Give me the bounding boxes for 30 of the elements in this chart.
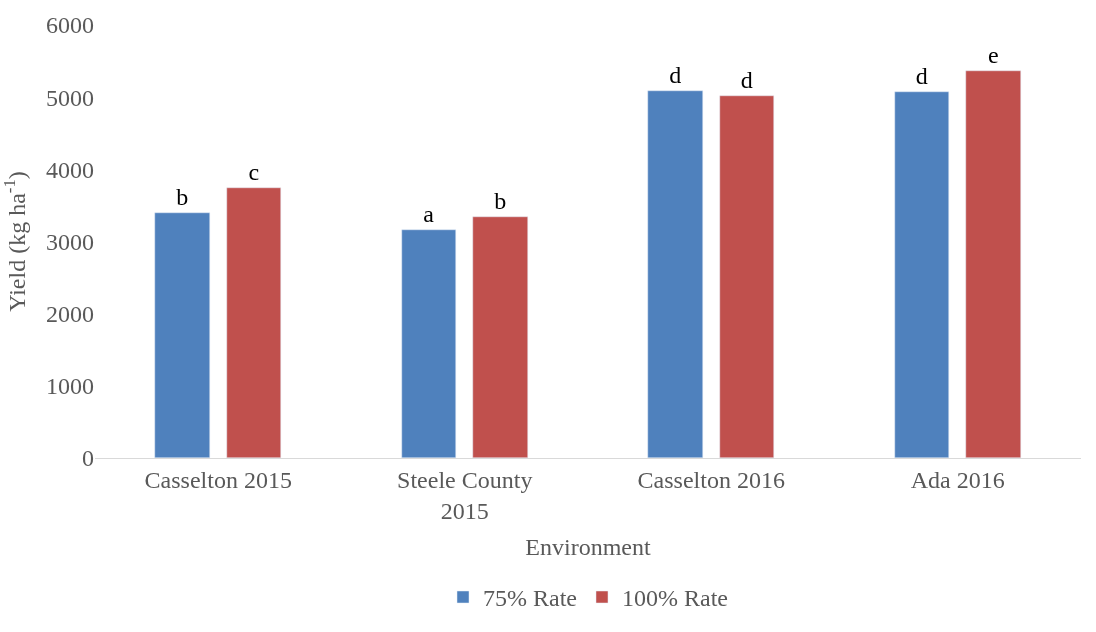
- data-label: b: [494, 187, 507, 214]
- data-label: d: [915, 62, 928, 89]
- data-label: c: [248, 158, 260, 185]
- data-label: a: [423, 200, 435, 227]
- bar: [472, 216, 528, 458]
- x-tick-label: Casselton 2015: [144, 466, 292, 493]
- y-tick-label: 4000: [46, 156, 94, 183]
- bar: [226, 187, 281, 458]
- data-label: e: [987, 41, 999, 68]
- y-tick-label: 6000: [46, 12, 94, 39]
- y-tick-label: 2000: [46, 301, 94, 328]
- x-tick-label: Casselton 2016: [637, 466, 785, 493]
- bar: [154, 212, 210, 458]
- bar: [894, 91, 949, 458]
- bar: [719, 95, 774, 458]
- x-tick-label: Ada 2016: [910, 466, 1005, 493]
- legend-label: 100% Rate: [621, 585, 728, 612]
- bar: [965, 70, 1021, 458]
- x-tick-label: Steele County 2015: [397, 466, 533, 524]
- y-tick-label: 0: [82, 445, 94, 472]
- data-label: d: [740, 66, 753, 93]
- y-tick-label: 1000: [46, 373, 94, 400]
- y-tick-label: 3000: [46, 228, 94, 255]
- legend-label: 75% Rate: [483, 585, 577, 612]
- bar: [647, 90, 703, 458]
- data-label: b: [176, 183, 189, 210]
- y-tick-label: 5000: [46, 84, 94, 111]
- x-axis-title: Environment: [525, 534, 651, 561]
- bar: [401, 229, 456, 458]
- data-label: d: [669, 61, 682, 88]
